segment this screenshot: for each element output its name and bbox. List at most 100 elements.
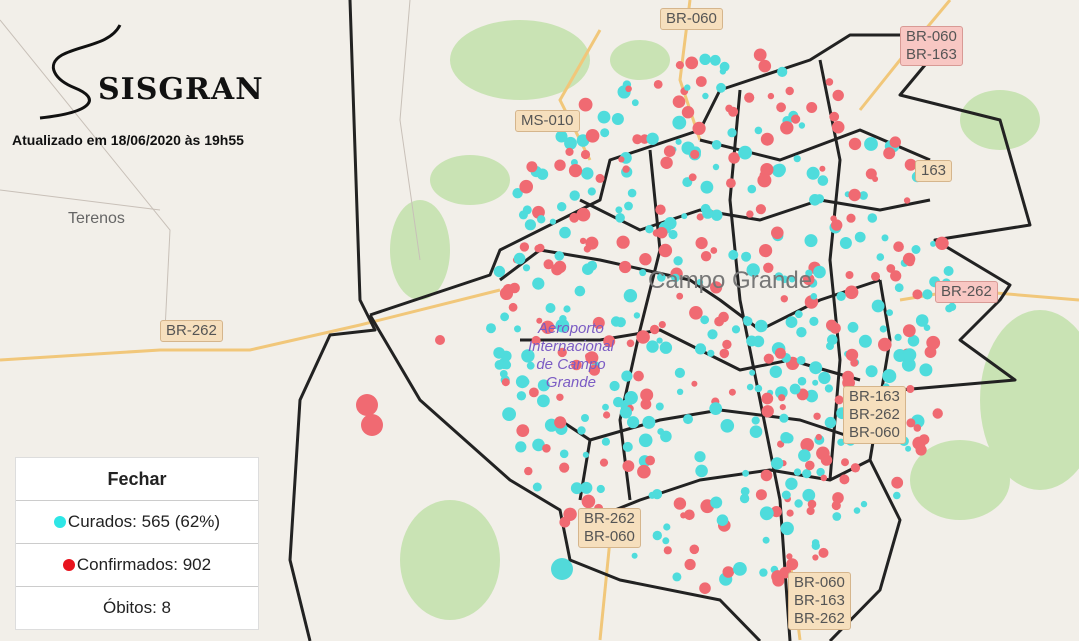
case-dot — [789, 383, 801, 395]
case-dot — [615, 317, 626, 328]
case-dot — [691, 380, 698, 387]
case-dot — [763, 262, 774, 273]
case-dot — [655, 204, 666, 215]
case-dot — [512, 188, 523, 199]
case-dot — [728, 106, 739, 117]
case-dot — [805, 460, 815, 471]
case-dot — [627, 188, 637, 198]
case-dot — [625, 85, 632, 93]
case-dot — [832, 512, 842, 521]
case-dot — [770, 457, 784, 470]
case-dot — [676, 292, 684, 300]
case-dot — [633, 312, 641, 319]
case-dot — [519, 242, 530, 252]
case-dot — [839, 474, 850, 485]
case-dot — [674, 367, 686, 378]
case-dot — [827, 334, 838, 346]
case-dot — [702, 207, 714, 219]
case-dot — [587, 187, 596, 196]
map-label-line: MS-010 — [521, 112, 574, 129]
case-dot — [516, 424, 530, 437]
case-dot — [564, 136, 577, 150]
case-dot — [789, 276, 796, 283]
case-dot — [779, 413, 789, 423]
case-dot — [818, 371, 831, 385]
case-dot — [890, 270, 902, 282]
legend-text: Curados: 565 (62%) — [67, 512, 221, 531]
case-dot — [521, 377, 530, 386]
case-dot — [906, 385, 915, 393]
case-dot — [816, 467, 825, 477]
case-dot — [780, 275, 789, 284]
case-dot — [537, 394, 550, 408]
case-dot — [501, 378, 510, 387]
case-dot — [878, 337, 892, 352]
case-dot — [585, 236, 599, 250]
map-label: BR-262 BR-060 — [578, 508, 641, 548]
case-dot — [798, 449, 811, 462]
case-dot — [919, 363, 933, 377]
case-dot — [876, 253, 885, 261]
case-dot — [727, 128, 737, 138]
case-dot — [549, 218, 557, 225]
case-dot — [559, 226, 571, 239]
case-dot — [554, 416, 567, 429]
case-dot — [524, 219, 537, 231]
case-dot — [837, 438, 845, 446]
case-dot — [779, 404, 786, 411]
case-dot — [694, 451, 706, 463]
case-dot — [731, 325, 741, 334]
case-dot — [716, 514, 729, 526]
map-label-line: BR-262 — [166, 322, 217, 339]
case-dot — [541, 320, 555, 334]
case-dot — [785, 477, 798, 490]
case-dot — [603, 411, 611, 419]
case-dot — [753, 48, 767, 62]
case-dot — [555, 318, 570, 333]
case-dot — [819, 165, 826, 172]
case-dot — [663, 145, 676, 157]
case-dot — [726, 178, 736, 189]
legend-text: Óbitos: 8 — [102, 598, 172, 617]
case-dot — [841, 458, 849, 467]
case-dot — [577, 426, 586, 435]
case-dot — [623, 289, 638, 303]
case-dot — [568, 164, 583, 178]
case-dot — [645, 225, 654, 234]
case-dot — [883, 147, 896, 160]
map-label-line: Terenos — [68, 210, 125, 227]
case-dot — [773, 163, 786, 176]
case-dot — [622, 460, 635, 472]
case-dot — [622, 165, 630, 173]
case-dot — [681, 213, 688, 220]
case-dot — [850, 358, 859, 367]
case-dot — [645, 455, 655, 466]
case-dot — [545, 303, 556, 313]
case-dot — [824, 384, 834, 393]
case-dot — [722, 566, 735, 578]
legend-row: Curados: 565 (62%) — [16, 500, 258, 543]
case-dot — [760, 132, 774, 146]
case-dot — [742, 469, 749, 477]
case-dot — [769, 365, 782, 378]
case-dot — [580, 481, 593, 494]
case-dot — [886, 264, 896, 273]
case-dot — [777, 66, 788, 77]
case-dot — [710, 281, 723, 294]
case-dot — [805, 389, 818, 403]
case-dot — [672, 572, 682, 582]
case-dot — [621, 370, 633, 382]
case-dot — [668, 229, 678, 240]
case-dot — [761, 392, 774, 405]
case-dot — [762, 536, 770, 544]
legend-row: Confirmados: 902 — [16, 543, 258, 586]
case-dot — [915, 314, 929, 327]
case-dot — [526, 161, 538, 173]
close-button[interactable]: Fechar — [107, 469, 167, 489]
case-dot — [711, 209, 723, 221]
case-dot — [829, 111, 840, 122]
case-dot — [696, 279, 704, 286]
map-label: Aeroporto Internacional de Campo Grande — [528, 320, 614, 392]
updated-text: Atualizado em 18/06/2020 às 19h55 — [12, 132, 244, 148]
